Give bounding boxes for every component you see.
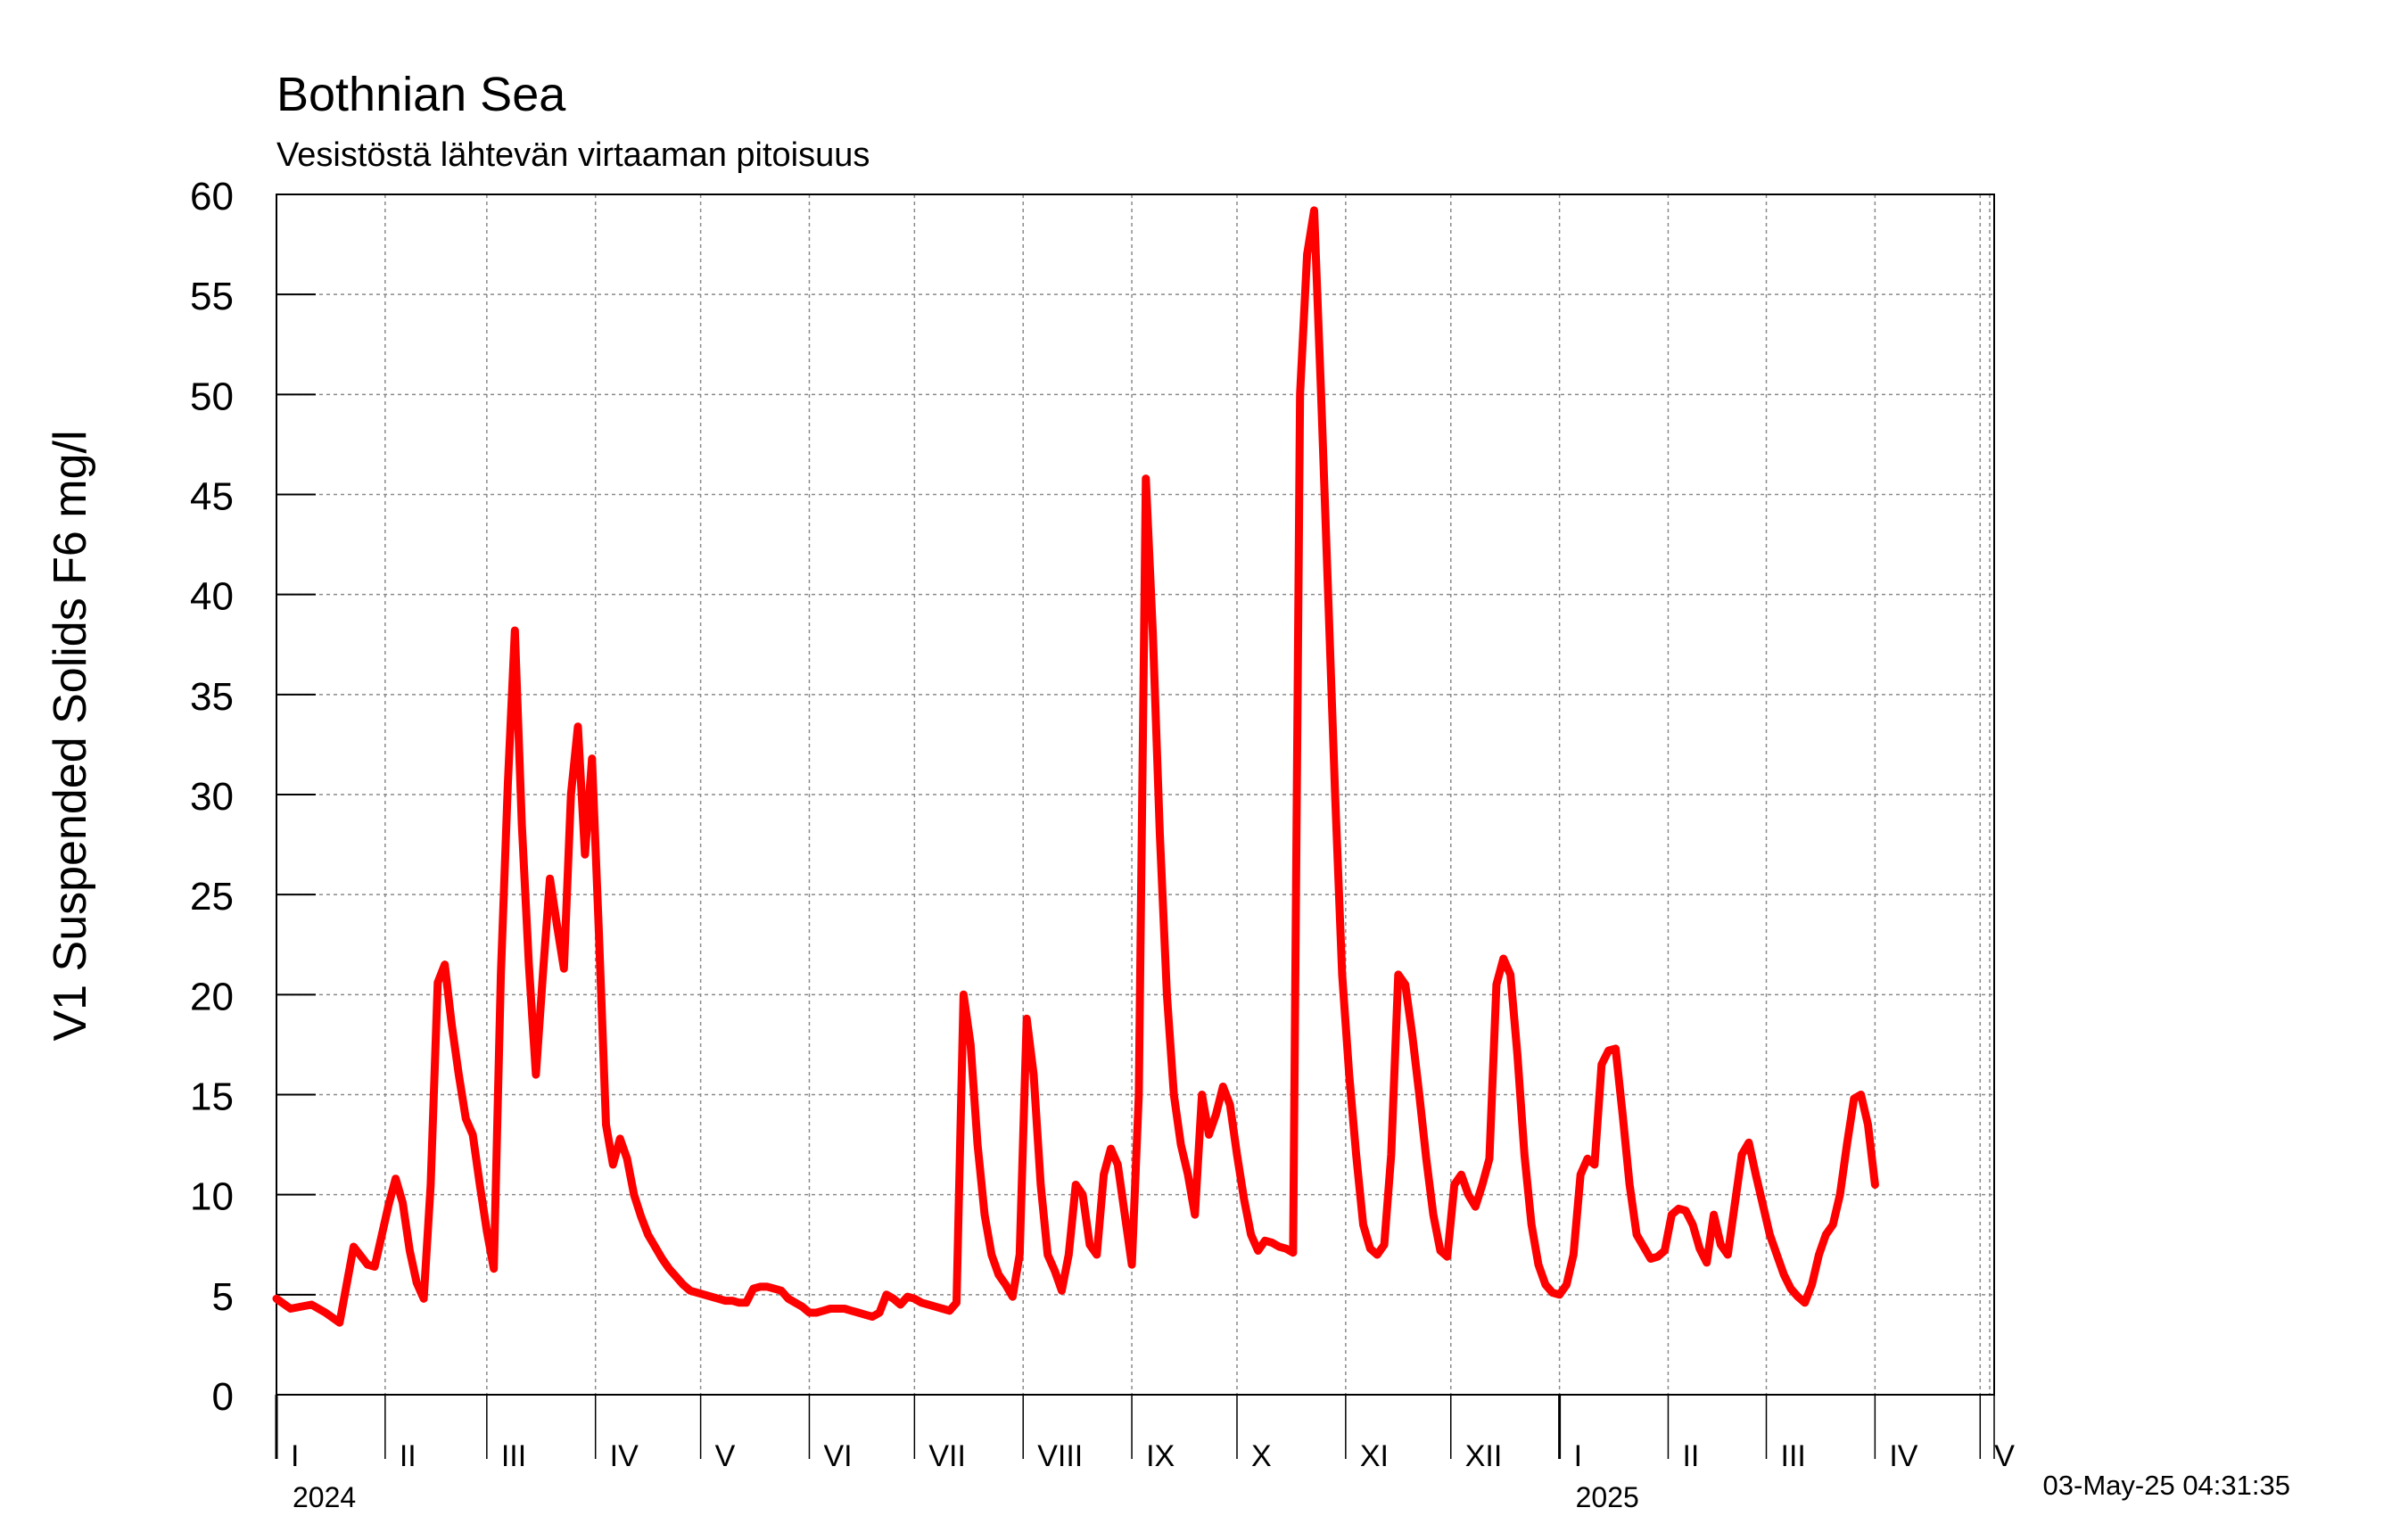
month-label: XII	[1465, 1439, 1503, 1473]
y-axis: 0 5 10 15 20 25 30 35 40 45 50 55 60	[190, 175, 316, 1419]
timestamp: 03-May-25 04:31:35	[2043, 1470, 2290, 1501]
y-tick-label: 0	[212, 1375, 234, 1419]
y-tick-label: 40	[190, 575, 234, 619]
month-label: IV	[610, 1439, 639, 1473]
y-tick-label: 55	[190, 275, 234, 318]
year-label: 2025	[1576, 1481, 1639, 1513]
month-label: III	[501, 1439, 526, 1473]
month-label: I	[291, 1439, 299, 1473]
month-label: IV	[1889, 1439, 1917, 1473]
month-label: III	[1781, 1439, 1806, 1473]
year-label: 2024	[293, 1481, 356, 1513]
y-tick-label: 45	[190, 475, 234, 519]
y-tick-label: 50	[190, 375, 234, 418]
y-axis-label: V1 Suspended Solids F6 mg/l	[45, 430, 96, 1041]
chart-title: Bothnian Sea	[276, 68, 566, 121]
y-tick-label: 35	[190, 675, 234, 719]
series-line	[272, 206, 1879, 1327]
y-tick-label: 15	[190, 1075, 234, 1119]
month-label: II	[400, 1439, 416, 1473]
y-tick-label: 25	[190, 875, 234, 919]
month-label: V	[1994, 1439, 2015, 1473]
y-tick-label: 30	[190, 775, 234, 819]
month-label: X	[1251, 1439, 1272, 1473]
month-label: I	[1574, 1439, 1582, 1473]
y-tick-label: 5	[212, 1275, 234, 1319]
month-label: VIII	[1037, 1439, 1083, 1473]
chart-subtitle: Vesistöstä lähtevän virtaaman pitoisuus	[276, 136, 870, 174]
plot-frame	[276, 194, 1995, 1396]
month-label: VII	[928, 1439, 966, 1473]
y-tick-label: 10	[190, 1175, 234, 1219]
y-tick-label: 20	[190, 975, 234, 1018]
month-label: IX	[1146, 1439, 1175, 1473]
month-label: II	[1682, 1439, 1699, 1473]
month-label: VI	[823, 1439, 852, 1473]
month-label: V	[715, 1439, 736, 1473]
y-tick-label: 60	[190, 175, 234, 218]
grid	[276, 194, 1994, 1395]
month-label: XI	[1360, 1439, 1389, 1473]
